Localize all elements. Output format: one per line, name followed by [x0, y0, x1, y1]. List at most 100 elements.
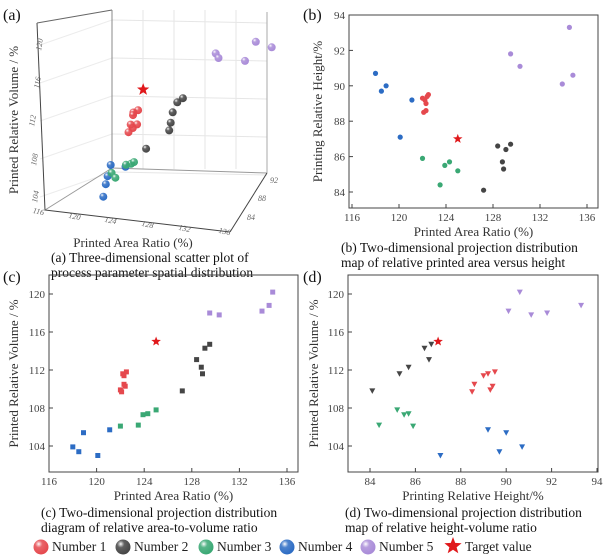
- data-point-5: [214, 54, 223, 62]
- data-point-3: [455, 168, 461, 174]
- data-point-4: [437, 453, 444, 459]
- x-axis-label: Printed Area Ratio (%): [73, 235, 193, 250]
- data-point-5: [216, 312, 222, 318]
- depth-tick-label: 88: [258, 194, 266, 203]
- data-point-2: [207, 341, 213, 347]
- data-point-1: [425, 92, 431, 98]
- x-tick-label: 116: [32, 206, 45, 217]
- data-point-1: [423, 100, 429, 107]
- data-point-2: [499, 159, 505, 165]
- data-point-1: [123, 369, 129, 375]
- y-tick-label: 120: [328, 289, 345, 301]
- data-point-2: [166, 118, 175, 127]
- x-tick-label: 94: [592, 476, 604, 488]
- data-point-5: [270, 289, 276, 295]
- y-axis-label: Printed Relative Volume / %: [6, 46, 21, 194]
- data-point-2: [503, 146, 509, 153]
- grid-line: [39, 95, 113, 122]
- data-point-5: [528, 312, 535, 318]
- x-tick-label: 86: [410, 476, 422, 488]
- legend-marker-number-4: [279, 539, 295, 555]
- panel-d-height-vs-volume: 84 86 88 90 92 94 104 108 112 116 120 (d) Printed Re…: [303, 269, 603, 535]
- data-point-3: [410, 423, 417, 430]
- data-point-5: [241, 56, 249, 65]
- y-tick-label: 104: [328, 441, 345, 453]
- y-axis-label: Printed Relative Volume / %: [6, 299, 21, 447]
- grid-line: [111, 19, 268, 24]
- data-point-2: [194, 357, 200, 363]
- x-tick-label: 120: [68, 211, 82, 222]
- data-point-1: [124, 128, 133, 137]
- x-tick-label: 120: [391, 212, 408, 224]
- data-point-1: [121, 373, 127, 379]
- y-tick-label: 104: [29, 441, 46, 453]
- data-point-2: [421, 345, 428, 352]
- y-tick-label: 84: [334, 187, 346, 199]
- data-point-4: [107, 427, 113, 433]
- data-point-2: [168, 108, 177, 117]
- legend-label: Number 1: [52, 539, 106, 554]
- legend-marker-number-2: [115, 539, 131, 555]
- data-point-3: [153, 407, 159, 413]
- panel-a-3d-scatter: 104 108 112 116 120 116 120 124 128 132 136 84 88 92 (…: [3, 7, 278, 280]
- legend-label: Target value: [465, 539, 532, 554]
- x-tick-label: 124: [438, 212, 455, 224]
- data-point-4: [99, 192, 108, 201]
- data-point-1: [485, 371, 491, 377]
- data-point-2: [198, 364, 204, 370]
- data-point-1: [423, 108, 429, 114]
- caption: (d) Two-dimensional projection distribut…: [345, 505, 582, 520]
- grid-line: [111, 171, 268, 176]
- data-point-5: [517, 63, 523, 69]
- data-point-3: [140, 412, 146, 418]
- y-tick-label: 88: [334, 116, 346, 128]
- grid-line: [39, 57, 113, 84]
- x-axis-label: Printed Area Ratio (%): [414, 224, 534, 239]
- panel-c-area-vs-volume: 116 120 124 128 132 136 104 108 112 116 120 (c) Prin…: [3, 269, 299, 535]
- data-point-2: [428, 341, 435, 348]
- data-point-3: [419, 155, 426, 161]
- data-point-2: [165, 126, 174, 135]
- x-tick-label: 132: [231, 476, 248, 488]
- data-point-1: [487, 387, 494, 393]
- data-point-4: [519, 444, 526, 450]
- data-point-3: [376, 422, 383, 429]
- grid-line: [111, 133, 268, 138]
- box-edge: [36, 9, 113, 24]
- data-point-5: [544, 310, 551, 316]
- panel-label: (a): [3, 7, 21, 24]
- data-point-4: [397, 134, 403, 140]
- data-point-5: [259, 308, 265, 314]
- data-point-4: [70, 444, 76, 450]
- x-tick-label: 132: [178, 223, 192, 234]
- data-point-5: [508, 51, 514, 57]
- data-point-2: [508, 141, 514, 147]
- data-point-1: [480, 373, 487, 379]
- data-point-2: [495, 143, 501, 149]
- x-tick-label: 84: [365, 476, 377, 488]
- target-star: [433, 336, 443, 346]
- data-point-3: [145, 411, 151, 417]
- x-tick-label: 128: [485, 212, 502, 224]
- x-tick-label: 128: [141, 219, 155, 230]
- panel-label: (d): [303, 269, 322, 286]
- target-star: [137, 83, 150, 95]
- data-point-5: [267, 43, 276, 52]
- data-point-2: [202, 345, 208, 351]
- legend-label: Number 3: [217, 539, 272, 554]
- data-point-1: [469, 389, 476, 395]
- z-tick-label: 108: [29, 153, 40, 166]
- caption: map of relative height-volume ratio: [345, 520, 537, 535]
- axis-area: [44, 209, 231, 233]
- data-point-4: [503, 430, 510, 436]
- x-tick-label: 136: [218, 226, 232, 237]
- data-point-5: [570, 72, 576, 78]
- data-point-5: [566, 24, 573, 30]
- data-point-5: [559, 81, 565, 87]
- y-tick-label: 92: [334, 45, 345, 57]
- data-point-2: [426, 357, 432, 363]
- data-point-5: [251, 37, 260, 46]
- z-tick-label: 112: [27, 114, 38, 127]
- data-point-4: [76, 449, 82, 455]
